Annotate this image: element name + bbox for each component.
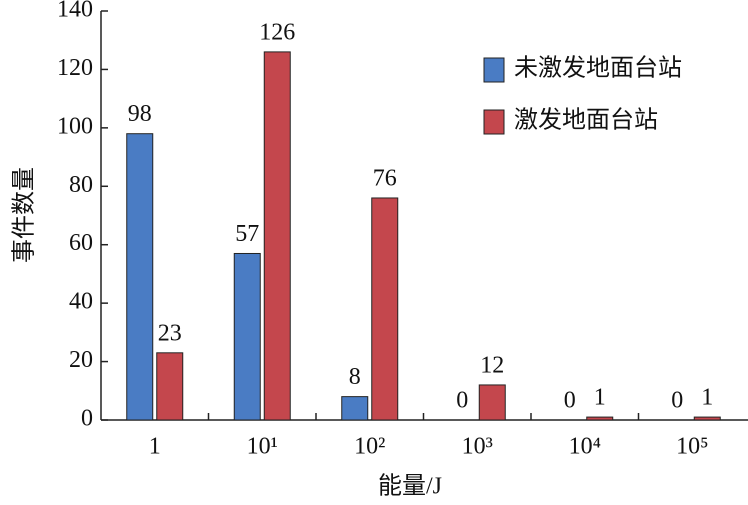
value-label: 1	[594, 385, 606, 411]
value-label: 23	[158, 320, 182, 346]
legend-label: 激发地面台站	[514, 107, 658, 134]
bar	[478, 384, 506, 421]
x-axis-label: 能量/J	[378, 473, 442, 500]
value-label: 76	[373, 165, 397, 191]
y-tick-label: 0	[81, 406, 93, 432]
y-tick-label: 140	[57, 0, 93, 23]
value-label: 0	[564, 388, 576, 414]
x-tick-label: 10⁵	[676, 434, 708, 460]
value-label: 0	[671, 388, 683, 414]
bar	[156, 352, 184, 421]
x-tick-label: 10⁴	[569, 434, 601, 460]
legend-label: 未激发地面台站	[514, 55, 682, 82]
x-tick-label: 10³	[462, 434, 493, 460]
value-label: 57	[235, 221, 259, 247]
x-tick-label: 1	[149, 434, 161, 460]
value-label: 12	[480, 352, 504, 378]
bar	[263, 51, 291, 421]
x-tick-label: 10¹	[247, 434, 278, 460]
legend-swatch	[483, 57, 505, 83]
x-tick-label: 10²	[354, 434, 385, 460]
value-label: 0	[456, 388, 468, 414]
value-label: 126	[259, 19, 295, 45]
y-tick-label: 100	[57, 113, 93, 139]
y-tick-label: 40	[69, 289, 93, 315]
bar	[341, 396, 369, 421]
bar	[233, 252, 261, 421]
legend-swatch	[483, 109, 505, 135]
y-tick-label: 120	[57, 55, 93, 81]
bar	[586, 416, 614, 421]
y-tick-label: 80	[69, 172, 93, 198]
value-label: 8	[349, 364, 361, 390]
bar	[126, 133, 154, 421]
value-label: 1	[701, 385, 713, 411]
bar	[693, 416, 721, 421]
y-axis-label: 事件数量	[11, 167, 38, 263]
y-tick-label: 60	[69, 230, 93, 256]
y-tick-label: 20	[69, 347, 93, 373]
bar	[371, 197, 399, 421]
value-label: 98	[128, 101, 152, 127]
